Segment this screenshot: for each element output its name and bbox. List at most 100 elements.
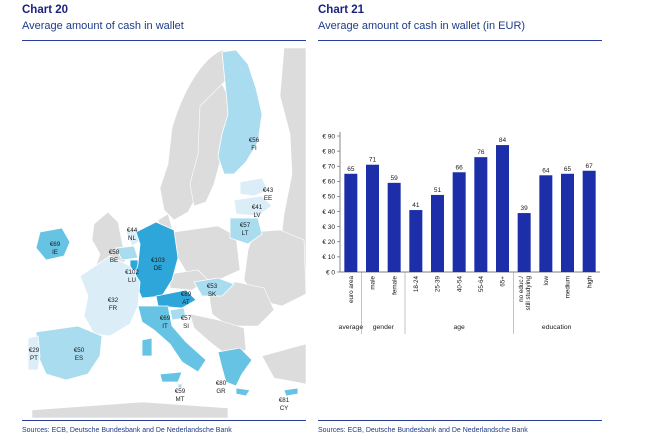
country-BE[interactable] (115, 245, 139, 261)
country-FI[interactable] (217, 49, 263, 175)
country-AT[interactable] (155, 289, 197, 309)
country-labels: €56 FI €43 EE €41 LV €57 LT €69 IE €44 N… (29, 137, 290, 412)
category-label: 25-39 (435, 276, 442, 293)
bar-value-label: 39 (521, 205, 529, 212)
label-IT-code: IT (162, 323, 168, 330)
label-NL-code: NL (128, 235, 136, 242)
label-ES-value: €50 (74, 347, 85, 354)
land-poland (173, 225, 241, 281)
label-FR-code: FR (109, 305, 118, 312)
label-LV-value: €41 (252, 204, 263, 211)
y-tick-label: € 70 (322, 164, 335, 171)
category-label: male (370, 276, 377, 290)
bar (431, 194, 444, 272)
chart-21-bottom-rule (318, 420, 602, 421)
category-label: low (543, 276, 550, 286)
label-LT-value: €57 (240, 222, 251, 229)
label-IT-value: €69 (160, 315, 171, 322)
label-CY-code: CY (280, 405, 289, 412)
bar (517, 213, 531, 272)
bar (452, 172, 466, 272)
country-SK[interactable] (193, 277, 235, 297)
label-SK-value: €53 (207, 283, 218, 290)
chart-21-top-rule (318, 40, 602, 41)
country-SI[interactable] (169, 307, 187, 321)
label-DE-code: DE (154, 265, 163, 272)
chart-20-number: Chart 20 (22, 4, 69, 16)
bar-chart: € 0 € 10 € 20 € 30 € 40 € 50 € 60 € 70 € 80 € 90 6… (322, 132, 600, 334)
label-LT-code: LT (242, 230, 249, 237)
y-tick-label: € 40 (322, 209, 335, 216)
label-LU-code: LU (128, 277, 136, 284)
country-IT[interactable] (137, 305, 207, 383)
country-PT[interactable] (27, 335, 41, 371)
label-GR-value: €80 (216, 380, 227, 387)
label-FI-code: FI (251, 145, 257, 152)
bar (366, 164, 379, 272)
country-IE[interactable] (35, 227, 71, 261)
group-label: education (542, 324, 572, 331)
label-FI-value: €56 (249, 137, 260, 144)
country-LT[interactable] (229, 217, 263, 245)
y-tick-label: € 50 (322, 194, 335, 201)
label-BE-code: BE (110, 257, 118, 264)
bar-value-label: 66 (456, 164, 464, 171)
category-label: euro area (348, 276, 355, 303)
category-label: 55-64 (478, 276, 485, 293)
label-AT-code: AT (182, 299, 190, 306)
country-LV[interactable] (233, 195, 273, 217)
country-FR[interactable] (79, 255, 141, 337)
bar-value-label: 67 (586, 163, 594, 170)
europe-map: €56 FI €43 EE €41 LV €57 LT €69 IE €44 N… (27, 47, 306, 418)
category-label: 40-54 (456, 276, 463, 293)
category-label: female (391, 276, 398, 295)
y-tick-label: € 10 (322, 254, 335, 261)
label-PT-code: PT (30, 355, 38, 362)
group-label: average (339, 324, 364, 331)
y-tick-label: € 60 (322, 179, 335, 186)
y-tick-label: € 20 (322, 239, 335, 246)
chart-20-top-rule (22, 40, 306, 41)
label-LU-value: €102 (125, 269, 139, 276)
bar (561, 173, 574, 272)
label-FR-value: €32 (108, 297, 119, 304)
label-BE-value: €58 (109, 249, 120, 256)
label-SI-value: €57 (181, 315, 192, 322)
category-label: 18-24 (413, 276, 420, 293)
group-label: age (453, 324, 465, 331)
y-tick-label: € 30 (322, 224, 335, 231)
chart-20-source: Sources: ECB, Deutsche Bundesbank and De… (22, 427, 232, 434)
bar-value-label: 76 (477, 149, 485, 156)
country-ES[interactable] (35, 325, 103, 381)
bar (409, 210, 423, 272)
bar (582, 170, 596, 272)
chart-21-number: Chart 21 (318, 4, 365, 16)
country-MT[interactable] (177, 383, 183, 389)
category-label: no educ./ (518, 276, 525, 302)
land-turkey (261, 343, 306, 385)
label-MT-value: €59 (175, 388, 186, 395)
euro-area-countries (27, 49, 299, 397)
category-label: high (586, 276, 593, 288)
label-GR-code: GR (216, 388, 226, 395)
label-NL-value: €44 (127, 227, 138, 234)
bar-value-label: 65 (564, 166, 572, 173)
country-GR[interactable] (217, 347, 253, 397)
country-EE[interactable] (239, 177, 269, 197)
label-LV-code: LV (253, 212, 261, 219)
bar-value-label: 59 (391, 175, 399, 182)
label-IE-value: €69 (50, 241, 61, 248)
bar-value-label: 84 (499, 137, 507, 144)
bar-value-label: 71 (369, 157, 377, 164)
bar-value-label: 65 (347, 166, 355, 173)
bar (387, 182, 401, 272)
y-tick-label: € 80 (322, 148, 335, 155)
group-label: gender (373, 324, 395, 331)
bar (344, 173, 358, 272)
land-north-africa (31, 401, 229, 418)
label-AT-value: €89 (181, 291, 192, 298)
y-tick-label: € 90 (322, 133, 335, 140)
label-PT-value: €29 (29, 347, 40, 354)
label-ES-code: ES (75, 355, 83, 362)
country-CY[interactable] (283, 387, 299, 397)
